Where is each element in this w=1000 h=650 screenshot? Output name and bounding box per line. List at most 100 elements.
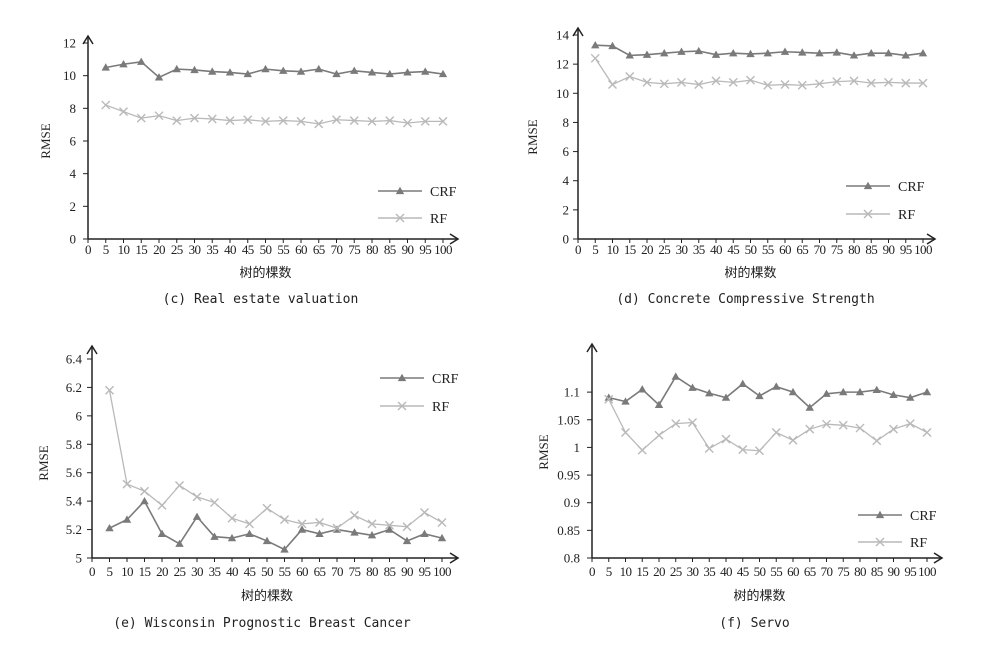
x-tick-label: 30 (189, 242, 201, 257)
series-line-rf (105, 104, 443, 125)
data-point-crf (262, 536, 272, 545)
data-point-crf (849, 51, 859, 59)
x-marker-stroke (889, 424, 898, 434)
data-point-crf (591, 41, 600, 49)
y-tick-label: 5.8 (66, 437, 82, 452)
x-tick-label: 95 (419, 242, 431, 257)
data-point-crf (729, 49, 738, 57)
data-point-rf (192, 492, 202, 502)
x-tick-label: 80 (854, 564, 866, 579)
x-tick-label: 25 (171, 242, 183, 257)
y-tick-label: 10 (556, 86, 569, 101)
x-tick-label: 25 (670, 564, 682, 579)
data-point-rf (884, 77, 893, 87)
data-point-crf (437, 533, 447, 542)
x-marker-stroke (210, 498, 219, 508)
x-marker-stroke (604, 394, 614, 404)
x-marker-stroke (157, 500, 167, 510)
x-tick-label: 10 (121, 564, 133, 579)
x-tick-label: 65 (313, 242, 325, 257)
x-tick-label: 30 (676, 242, 688, 257)
x-tick-label: 40 (720, 564, 732, 579)
data-point-crf (688, 383, 697, 391)
y-tick-label: 4 (70, 166, 77, 181)
x-tick-label: 20 (153, 242, 165, 257)
x-marker-stroke (711, 76, 721, 86)
x-marker-stroke (688, 418, 697, 428)
data-point-crf (638, 385, 647, 393)
x-marker-stroke (922, 427, 932, 437)
data-point-crf (832, 48, 841, 56)
data-point-crf (350, 66, 359, 74)
x-tick-label: 45 (737, 564, 749, 579)
data-point-crf (421, 67, 430, 75)
y-axis-label: RMSE (38, 123, 53, 158)
data-point-rf (922, 427, 932, 437)
legend-entry-rf: RF (380, 400, 449, 415)
data-point-rf (402, 522, 412, 532)
x-marker-stroke (278, 116, 288, 126)
x-marker-stroke (822, 419, 831, 429)
x-tick-label: 5 (103, 242, 109, 257)
x-tick-label: 90 (883, 242, 895, 257)
x-marker-stroke (918, 78, 928, 88)
x-tick-label: 25 (658, 242, 670, 257)
y-tick-label: 5 (76, 551, 83, 566)
data-point-rf (261, 116, 270, 126)
data-point-rf (105, 385, 114, 395)
x-marker-stroke (385, 116, 395, 126)
x-tick-label: 100 (918, 564, 936, 579)
x-marker-stroke (296, 116, 306, 126)
data-point-rf (832, 77, 842, 87)
data-point-rf (677, 77, 686, 87)
x-tick-label: 90 (401, 564, 413, 579)
x-tick-label: 5 (107, 564, 113, 579)
legend-entry-rf: RF (858, 536, 927, 551)
data-point-crf (805, 403, 814, 411)
data-point-rf (625, 72, 635, 82)
x-marker-stroke (332, 523, 342, 533)
x-marker-stroke (280, 515, 289, 525)
data-point-crf (822, 389, 831, 397)
series-line-rf (594, 57, 923, 86)
legend-label: CRF (898, 180, 925, 195)
x-tick-label: 15 (624, 242, 636, 257)
x-marker-stroke (420, 116, 430, 126)
x-tick-label: 70 (821, 564, 833, 579)
data-point-rf (805, 424, 815, 434)
data-point-rf (604, 394, 614, 404)
x-tick-label: 40 (710, 242, 722, 257)
y-tick-label: 1 (574, 440, 581, 455)
x-marker-stroke (225, 116, 235, 126)
x-marker-stroke (261, 116, 270, 126)
legend-marker (875, 510, 885, 519)
data-point-rf (385, 116, 395, 126)
data-point-crf (296, 67, 306, 75)
x-marker-stroke (140, 486, 149, 496)
x-tick-label: 40 (226, 564, 238, 579)
legend-entry-crf: CRF (380, 372, 459, 387)
data-point-rf (838, 420, 848, 430)
data-point-crf (711, 50, 721, 58)
x-axis-label: 树的棵数 (241, 588, 293, 603)
x-marker-stroke (122, 479, 132, 489)
data-point-crf (101, 63, 110, 71)
x-tick-label: 95 (904, 564, 916, 579)
data-point-rf (694, 80, 704, 90)
x-tick-label: 50 (260, 242, 272, 257)
legend-label: RF (430, 212, 447, 227)
data-point-rf (243, 115, 253, 125)
x-tick-label: 55 (277, 242, 289, 257)
y-tick-label: 0.9 (564, 495, 580, 510)
x-marker-stroke (349, 116, 359, 126)
data-point-rf (262, 503, 272, 513)
x-tick-label: 55 (770, 564, 782, 579)
x-marker-stroke (367, 519, 377, 529)
x-tick-label: 100 (434, 242, 452, 257)
x-tick-label: 70 (814, 242, 826, 257)
y-axis-arrowhead (86, 344, 98, 355)
y-tick-label: 8 (70, 101, 77, 116)
y-tick-label: 8 (563, 115, 570, 130)
